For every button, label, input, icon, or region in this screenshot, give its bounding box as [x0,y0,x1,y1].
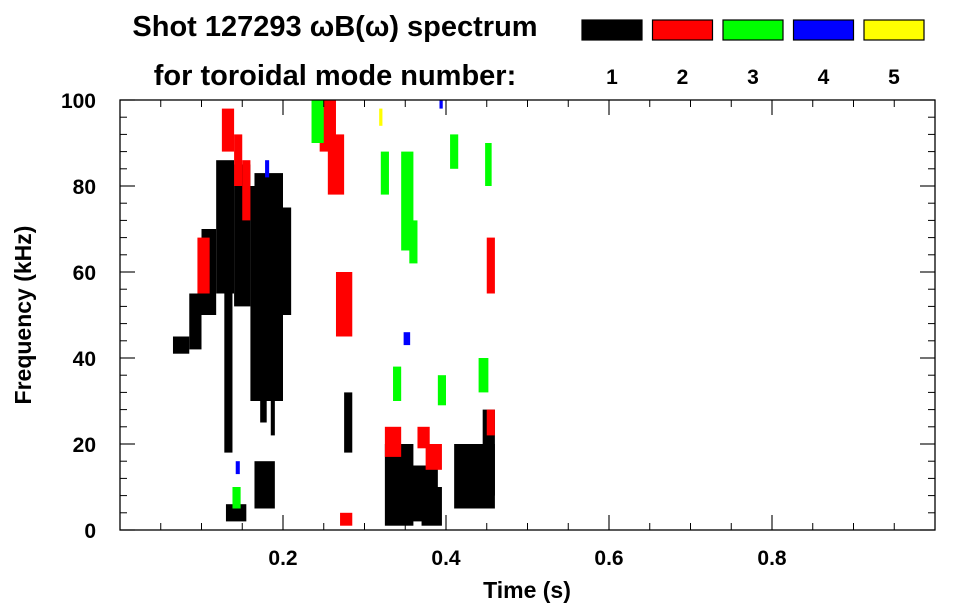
legend-swatch-mode-3 [722,19,784,41]
mode-3-patch-1 [380,151,389,195]
mode-1-patch-16 [421,487,442,526]
mode-2-patch-7 [384,426,402,457]
legend-label-mode-4: 4 [818,66,830,89]
mode-4-patch-2 [439,100,443,109]
x-tick-label: 0.6 [594,547,623,570]
mode-2-patch-6 [335,272,353,337]
mode-2-patch-0 [221,108,235,152]
legend-swatch-mode-4 [792,19,855,41]
mode-3-patch-8 [485,143,492,186]
mode-1-patch-10 [283,207,292,315]
legend-label-mode-5: 5 [888,66,900,89]
mode-3-patch-5 [393,366,402,401]
chart-subtitle: for toroidal mode number: [154,60,517,92]
mode-1-patch-7 [254,173,283,272]
mode-2-patch-10 [486,237,495,294]
mode-3-patch-7 [478,358,489,393]
legend-label-mode-2: 2 [677,66,689,89]
mode-4-patch-0 [265,160,270,178]
mode-2-patch-3 [197,237,210,294]
mode-2-patch-12 [340,512,353,526]
mode-4-patch-3 [235,461,240,475]
mode-1-patch-13 [344,392,353,453]
mode-2-patch-2 [242,160,251,221]
y-tick-label: 80 [73,176,96,199]
mode-1-patch-12 [254,461,275,509]
plot-area: 0.2 0.4 0.6 0.8 0 20 40 60 80 100 [61,90,936,570]
legend-label-mode-3: 3 [747,66,759,89]
legend-label-mode-1: 1 [606,66,618,89]
legend-swatch-mode-5 [863,19,925,41]
mode-3-patch-4 [450,134,459,169]
x-tick-label: 0.4 [431,547,461,570]
y-tick-label: 60 [73,262,96,285]
mode-5-patch-0 [379,108,383,126]
x-tick-label: 0.2 [268,547,297,570]
mode-3-patch-6 [437,375,446,406]
mode-1-patch-14 [384,444,414,526]
mode-2-patch-8 [417,426,430,449]
mode-1-patch-0 [172,336,190,354]
mode-1-patch-3 [216,160,235,294]
y-axis-label: Frequency (kHz) [10,226,36,405]
mode-4-patch-1 [403,332,411,346]
mode-1-patch-11 [225,504,247,522]
y-tick-label: 20 [73,434,96,457]
mode-1-patch-9 [270,293,275,436]
mode-1-patch-4 [224,293,233,453]
y-tick-label: 0 [84,520,96,543]
mode-1-patch-1 [189,293,202,350]
x-axis-label: Time (s) [483,577,571,603]
mode-2-patch-1 [234,134,243,186]
mode-2-patch-5 [327,134,345,195]
chart-title: Shot 127293 ωB(ω) spectrum [132,11,537,43]
x-tick-label: 0.8 [757,547,787,570]
mode-3-patch-3 [409,220,418,264]
mode-3-patch-0 [311,100,324,143]
legend-swatch-mode-2 [651,19,714,41]
legend-swatch-mode-1 [581,19,643,41]
legend: 1 2 3 4 5 [581,19,925,89]
y-tick-label: 100 [61,90,96,113]
mode-3-patch-9 [232,487,241,509]
mode-2-patch-11 [486,409,495,436]
y-tick-label: 40 [73,348,96,371]
mode-2-patch-9 [425,444,442,470]
mode-1-patch-8 [260,272,267,423]
